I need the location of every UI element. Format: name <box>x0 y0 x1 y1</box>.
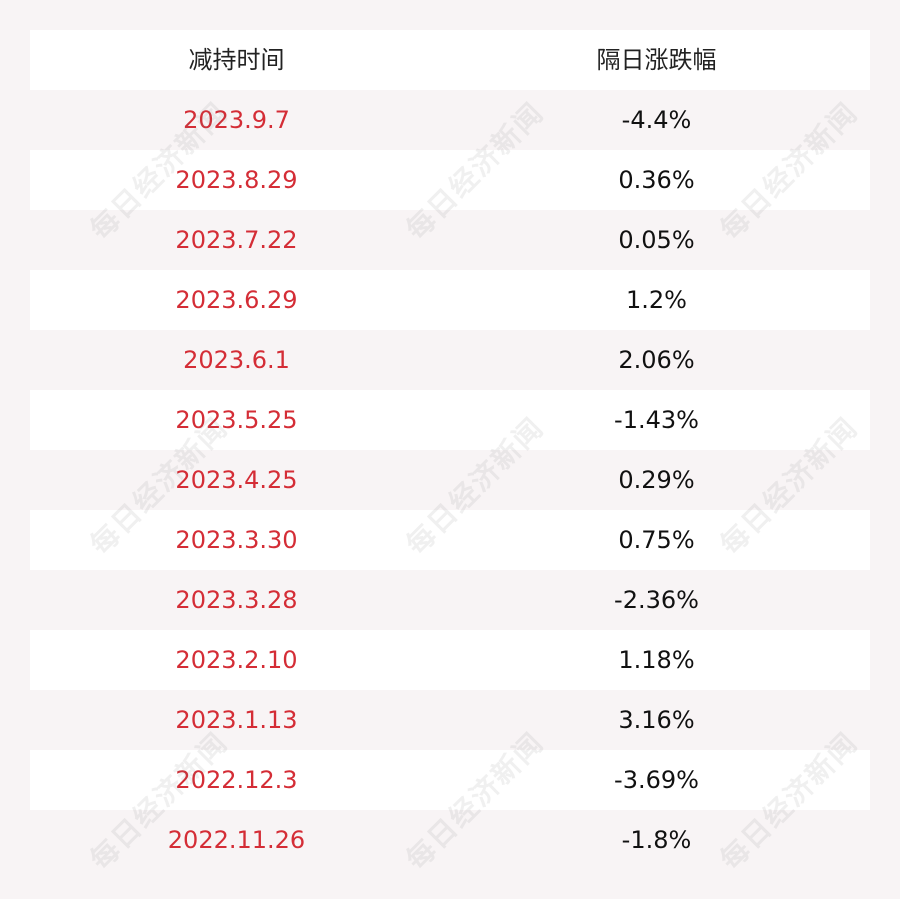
reduction-table: 减持时间 隔日涨跌幅 2023.9.7 -4.4% 2023.8.29 0.36% 20… <box>30 30 870 870</box>
next-day-change-cell: -3.69% <box>614 766 699 794</box>
reduction-date-cell: 2022.12.3 <box>175 766 298 794</box>
reduction-date-cell: 2023.6.1 <box>183 346 290 374</box>
reduction-date-cell: 2023.8.29 <box>175 166 298 194</box>
reduction-date-cell: 2023.3.28 <box>175 586 298 614</box>
next-day-change-cell: 0.75% <box>618 526 695 554</box>
reduction-date-cell: 2023.9.7 <box>183 106 290 134</box>
next-day-change-cell: -4.4% <box>621 106 692 134</box>
table-row: 2023.6.29 1.2% <box>30 270 870 330</box>
data-table-container: 减持时间 隔日涨跌幅 2023.9.7 -4.4% 2023.8.29 0.36% 20… <box>30 30 870 870</box>
table-row: 2023.2.10 1.18% <box>30 630 870 690</box>
next-day-change-cell: 1.2% <box>626 286 687 314</box>
next-day-change-cell: 2.06% <box>618 346 695 374</box>
reduction-date-cell: 2023.2.10 <box>175 646 298 674</box>
table-row: 2023.8.29 0.36% <box>30 150 870 210</box>
next-day-change-cell: -1.43% <box>614 406 699 434</box>
table-row: 2023.6.1 2.06% <box>30 330 870 390</box>
header-next-day-change: 隔日涨跌幅 <box>596 46 717 74</box>
next-day-change-cell: 1.18% <box>618 646 695 674</box>
table-row: 2023.3.30 0.75% <box>30 510 870 570</box>
reduction-date-cell: 2023.1.13 <box>175 706 298 734</box>
reduction-date-cell: 2023.4.25 <box>175 466 298 494</box>
next-day-change-cell: 3.16% <box>618 706 695 734</box>
next-day-change-cell: 0.36% <box>618 166 695 194</box>
table-row: 2023.1.13 3.16% <box>30 690 870 750</box>
reduction-date-cell: 2023.3.30 <box>175 526 298 554</box>
reduction-date-cell: 2023.6.29 <box>175 286 298 314</box>
table-row: 2023.4.25 0.29% <box>30 450 870 510</box>
next-day-change-cell: -2.36% <box>614 586 699 614</box>
next-day-change-cell: 0.29% <box>618 466 695 494</box>
next-day-change-cell: -1.8% <box>621 826 692 854</box>
reduction-date-cell: 2023.5.25 <box>175 406 298 434</box>
table-row: 2022.11.26 -1.8% <box>30 810 870 870</box>
reduction-date-cell: 2023.7.22 <box>175 226 298 254</box>
reduction-date-cell: 2022.11.26 <box>167 826 306 854</box>
next-day-change-cell: 0.05% <box>618 226 695 254</box>
header-reduction-date: 减持时间 <box>188 46 285 74</box>
table-row: 2022.12.3 -3.69% <box>30 750 870 810</box>
table-body: 2023.9.7 -4.4% 2023.8.29 0.36% 2023.7.22 0.05… <box>30 90 870 870</box>
table-row: 2023.3.28 -2.36% <box>30 570 870 630</box>
table-row: 2023.9.7 -4.4% <box>30 90 870 150</box>
table-header-row: 减持时间 隔日涨跌幅 <box>30 30 870 90</box>
table-row: 2023.5.25 -1.43% <box>30 390 870 450</box>
table-row: 2023.7.22 0.05% <box>30 210 870 270</box>
